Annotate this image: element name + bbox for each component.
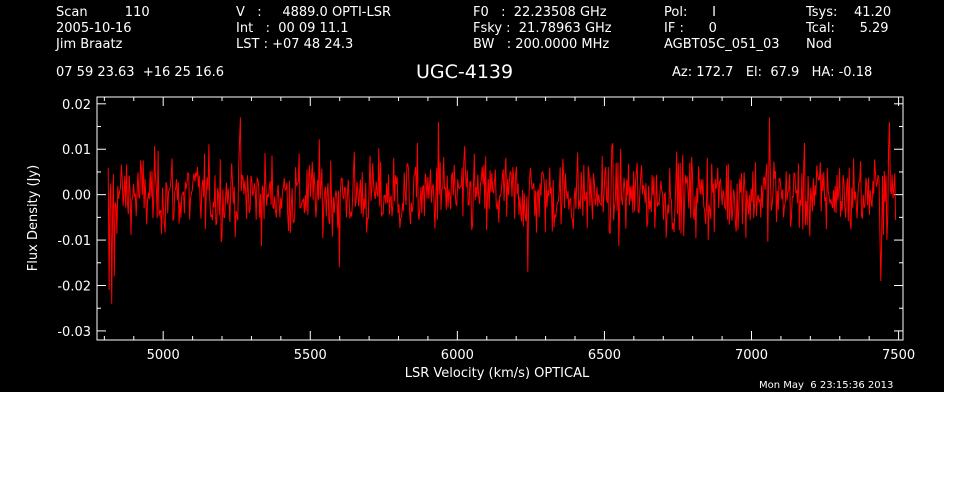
x-tick-label: 7000 xyxy=(735,348,768,363)
velocity-label: V : 4889.0 OPTI-LSR xyxy=(236,5,392,20)
project-label: AGBT05C_051_03 xyxy=(664,37,780,52)
azel-label: Az: 172.7 El: 67.9 HA: -0.18 xyxy=(672,65,873,80)
y-tick-label: -0.02 xyxy=(57,279,91,294)
y-tick-label: -0.03 xyxy=(57,325,91,340)
y-tick-label: 0.02 xyxy=(62,98,91,113)
polarization-label: Pol: I xyxy=(664,5,716,20)
scan-info-label: Scan 110 xyxy=(56,5,150,20)
x-tick-label: 6000 xyxy=(441,348,474,363)
timestamp-label: Mon May 6 23:15:36 2013 xyxy=(759,380,894,391)
tsys-label: Tsys: 41.20 xyxy=(806,5,892,20)
y-tick-label: 0.00 xyxy=(62,189,91,204)
spectrum-trace xyxy=(107,117,897,304)
spectrum-chart: 5000 5500 6000 6500 7000 7500 0.02 0.01 0.00 -0.0… xyxy=(26,96,915,381)
x-tick-label: 5000 xyxy=(147,348,180,363)
y-tick-label: -0.01 xyxy=(57,234,91,249)
y-tick-label: 0.01 xyxy=(62,143,91,158)
y-axis-title: Flux Density (Jy) xyxy=(26,165,41,271)
if-label: IF : 0 xyxy=(664,21,717,36)
plot-frame xyxy=(96,96,904,341)
integration-label: Int : 00 09 11.1 xyxy=(236,21,349,36)
date-label: 2005-10-16 xyxy=(56,21,132,36)
x-axis-title: LSR Velocity (km/s) OPTICAL xyxy=(405,366,590,381)
observer-label: Jim Braatz xyxy=(56,37,123,52)
sky-freq-label: Fsky : 21.78963 GHz xyxy=(473,21,612,36)
coordinates-label: 07 59 23.63 +16 25 16.6 xyxy=(56,65,225,80)
lst-label: LST : +07 48 24.3 xyxy=(236,37,354,52)
x-tick-label: 7500 xyxy=(882,348,915,363)
rest-freq-label: F0 : 22.23508 GHz xyxy=(473,5,607,20)
procedure-label: Nod xyxy=(806,37,832,52)
bandwidth-label: BW : 200.0000 MHz xyxy=(473,37,610,52)
x-tick-label: 6500 xyxy=(588,348,621,363)
source-title: UGC-4139 xyxy=(416,61,514,83)
tcal-label: Tcal: 5.29 xyxy=(806,21,889,36)
plot-panel: Scan 110 2005-10-16 Jim Braatz V : 4889.… xyxy=(0,0,944,392)
x-tick-label: 5500 xyxy=(294,348,327,363)
